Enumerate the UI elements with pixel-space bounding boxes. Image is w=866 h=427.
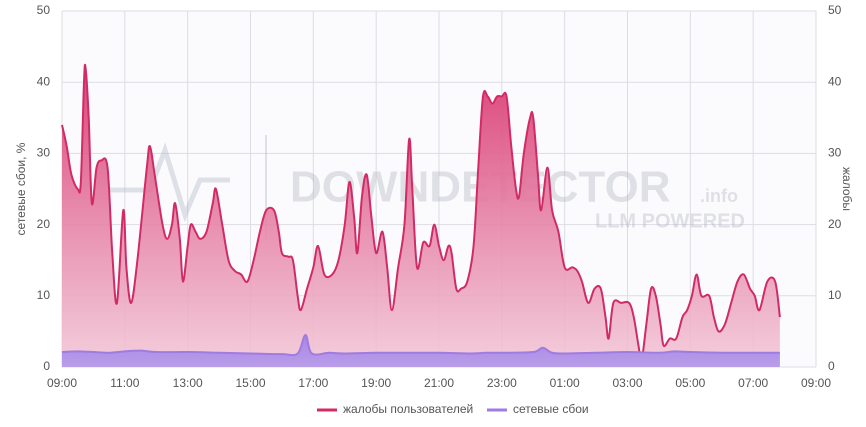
x-tick-label: 01:00 bbox=[550, 376, 580, 390]
y2-tick-label: 50 bbox=[828, 3, 842, 17]
area bbox=[62, 64, 780, 367]
y2-tick-label: 30 bbox=[828, 146, 842, 160]
watermark-suffix: .info bbox=[700, 186, 738, 206]
line bbox=[61, 63, 781, 362]
y-tick-label: 30 bbox=[37, 146, 51, 160]
x-tick-label: 09:00 bbox=[47, 376, 77, 390]
y2-tick-label: 20 bbox=[828, 217, 842, 231]
legend-label: жалобы пользователей bbox=[343, 402, 473, 416]
x-tick-label: 19:00 bbox=[361, 376, 391, 390]
x-tick-label: 15:00 bbox=[235, 376, 265, 390]
watermark-sub: LLM POWERED bbox=[595, 210, 745, 232]
x-tick-label: 21:00 bbox=[424, 376, 454, 390]
x-tick-label: 03:00 bbox=[612, 376, 642, 390]
y-tick-label: 10 bbox=[37, 288, 51, 302]
x-tick-label: 11:00 bbox=[110, 376, 139, 390]
legend-label: сетевые сбои bbox=[513, 402, 589, 416]
y-axis-label: сетевые сбои, % bbox=[14, 142, 28, 235]
area bbox=[62, 334, 780, 367]
x-tick-label: 23:00 bbox=[487, 376, 517, 390]
y2-tick-label: 10 bbox=[828, 288, 842, 302]
x-tick-label: 07:00 bbox=[738, 376, 768, 390]
x-tick-label: 05:00 bbox=[675, 376, 705, 390]
watermark-logo bbox=[110, 142, 230, 223]
x-tick-label: 13:00 bbox=[173, 376, 203, 390]
y-tick-label: 0 bbox=[43, 359, 50, 373]
x-tick-label: 09:00 bbox=[801, 376, 831, 390]
line bbox=[61, 333, 780, 357]
y2-tick-label: 0 bbox=[828, 359, 835, 373]
y2-tick-label: 40 bbox=[828, 74, 842, 88]
y-tick-label: 40 bbox=[37, 74, 51, 88]
x-tick-label: 17:00 bbox=[298, 376, 328, 390]
y-tick-label: 50 bbox=[37, 3, 51, 17]
y2-axis-label: жалобы bbox=[840, 167, 854, 211]
y-tick-label: 20 bbox=[37, 217, 51, 231]
